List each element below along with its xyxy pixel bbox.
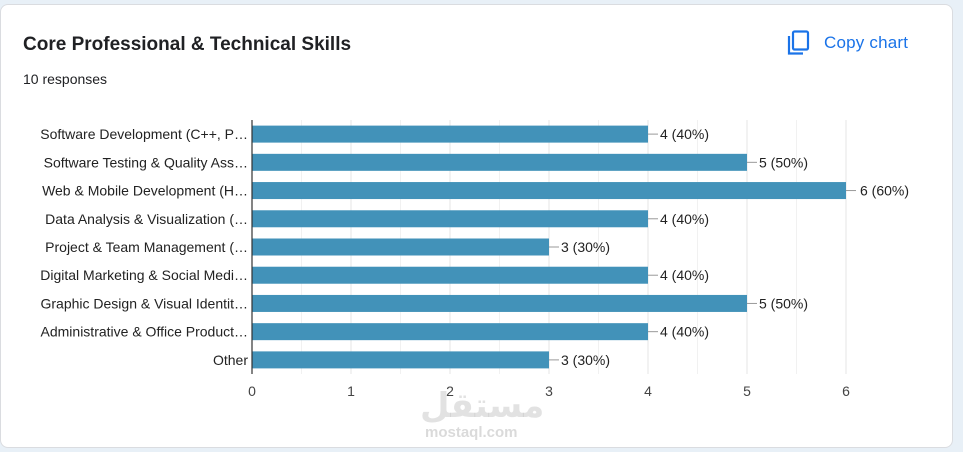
category-label: Project & Team Management (… [45,239,248,255]
data-label: 4 (40%) [660,211,709,227]
x-tick-label: 3 [545,383,553,399]
category-label: Data Analysis & Visualization (… [45,211,248,227]
bar [252,266,648,284]
bar [252,294,747,312]
x-tick-label: 4 [644,383,652,399]
category-label: Software Development (C++, P… [40,126,248,142]
data-label: 6 (60%) [860,183,909,199]
copy-chart-label: Copy chart [824,33,909,52]
category-label: Digital Marketing & Social Medi… [40,267,248,283]
watermark-logo: مستقل [420,386,545,426]
bar [252,210,648,228]
bar [252,351,549,369]
x-tick-label: 0 [248,383,256,399]
data-label: 4 (40%) [660,324,709,340]
category-label: Other [213,352,248,368]
category-label: Web & Mobile Development (H… [42,183,248,199]
x-tick-label: 1 [347,383,355,399]
data-label: 4 (40%) [660,267,709,283]
bar [252,323,648,341]
x-tick-label: 5 [743,383,751,399]
category-label: Software Testing & Quality Ass… [44,154,248,170]
x-tick-label: 2 [446,383,454,399]
data-label: 3 (30%) [561,352,610,368]
category-label: Administrative & Office Product… [41,324,248,340]
response-count: 10 responses [23,71,108,87]
bar [252,153,747,171]
bar [252,182,846,200]
data-label: 5 (50%) [759,154,808,170]
copy-icon [787,30,810,55]
watermark-text: mostaql.com [425,424,518,441]
bar [252,125,648,143]
category-label: Graphic Design & Visual Identit… [40,295,248,311]
copy-chart-button[interactable]: Copy chart [786,28,908,58]
data-label: 4 (40%) [660,126,709,142]
data-label: 5 (50%) [759,295,808,311]
bar [252,238,549,256]
chart-title: Core Professional & Technical Skills [23,34,352,55]
x-tick-label: 6 [842,383,850,399]
data-label: 3 (30%) [561,239,610,255]
